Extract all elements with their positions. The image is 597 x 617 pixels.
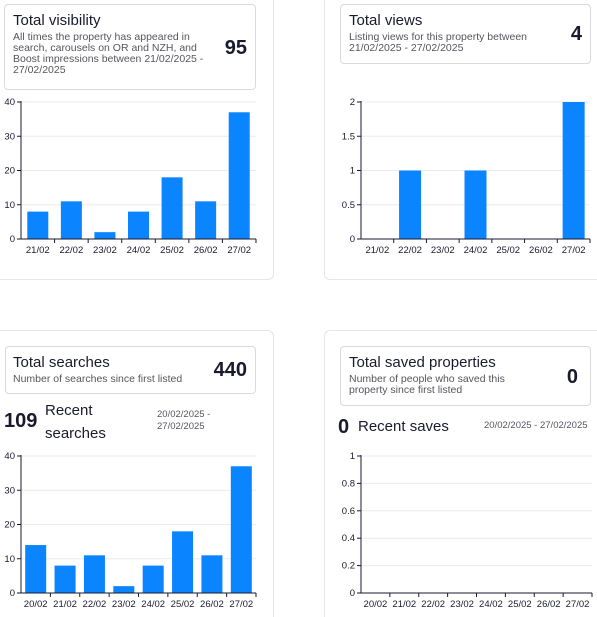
- saved-value: 0: [566, 366, 578, 388]
- bar: [464, 170, 487, 239]
- bar: [27, 211, 49, 239]
- recent-searches-count: 109: [4, 410, 38, 432]
- bar: [94, 232, 116, 239]
- x-tick-label: 21/02: [392, 599, 416, 610]
- y-tick-label: 0: [10, 234, 15, 245]
- bar: [25, 545, 47, 593]
- saved-description: Number of people who saved this property…: [349, 373, 505, 396]
- y-tick-label: 0.8: [342, 478, 355, 489]
- x-tick-label: 23/02: [450, 599, 474, 610]
- x-tick-label: 21/02: [365, 245, 389, 256]
- y-tick-label: 0.4: [342, 533, 355, 544]
- y-tick-label: 30: [4, 485, 15, 496]
- y-tick-label: 20: [4, 166, 15, 177]
- bar: [195, 201, 217, 239]
- bar: [172, 531, 194, 593]
- x-tick-label: 27/02: [229, 599, 253, 610]
- visibility-value: 95: [224, 37, 247, 59]
- x-tick-label: 23/02: [112, 599, 136, 610]
- x-tick-label: 23/02: [93, 245, 117, 256]
- y-tick-label: 0.2: [342, 561, 355, 572]
- views-value: 4: [570, 23, 582, 45]
- y-tick-label: 0.5: [342, 200, 355, 211]
- bar: [161, 177, 183, 239]
- x-tick-label: 24/02: [479, 599, 503, 610]
- visibility-title: Total visibility: [13, 12, 101, 29]
- x-tick-label: 24/02: [464, 245, 488, 256]
- views-title: Total views: [349, 12, 423, 29]
- x-tick-label: 27/02: [566, 599, 590, 610]
- bar: [54, 565, 76, 593]
- x-tick-label: 26/02: [529, 245, 553, 256]
- bar: [562, 102, 585, 239]
- x-tick-label: 27/02: [562, 245, 586, 256]
- bar: [60, 201, 82, 239]
- bar: [142, 565, 164, 593]
- x-tick-label: 22/02: [83, 599, 107, 610]
- y-tick-label: 0.6: [342, 506, 355, 517]
- searches-description: Number of searches since first listed: [13, 373, 183, 385]
- x-tick-label: 26/02: [537, 599, 561, 610]
- y-tick-label: 30: [4, 131, 15, 142]
- bar: [201, 555, 223, 593]
- y-tick-label: 10: [4, 200, 15, 211]
- x-tick-label: 27/02: [227, 245, 251, 256]
- recent-saves-label: Recent saves: [358, 418, 449, 435]
- x-tick-label: 22/02: [398, 245, 422, 256]
- x-tick-label: 21/02: [53, 599, 77, 610]
- y-tick-label: 0: [350, 588, 355, 599]
- searches-summary-card: Total searches Number of searches since …: [5, 346, 256, 394]
- x-tick-label: 25/02: [496, 245, 520, 256]
- y-tick-label: 40: [4, 97, 15, 108]
- x-tick-label: 24/02: [127, 245, 151, 256]
- x-tick-label: 23/02: [431, 245, 455, 256]
- x-tick-label: 26/02: [200, 599, 224, 610]
- y-tick-label: 1: [350, 166, 355, 177]
- y-tick-label: 0: [10, 588, 15, 599]
- y-tick-label: 1.5: [342, 131, 355, 142]
- y-tick-label: 1: [350, 451, 355, 462]
- x-tick-label: 25/02: [508, 599, 532, 610]
- y-tick-label: 20: [4, 520, 15, 531]
- x-tick-label: 25/02: [171, 599, 195, 610]
- searches-value: 440: [213, 359, 247, 381]
- visibility-summary-card: Total visibility All times the property …: [4, 4, 256, 90]
- recent-searches-label: Recent searches: [45, 402, 106, 442]
- recent-searches-date-range: 20/02/2025 - 27/02/2025: [157, 409, 211, 432]
- x-tick-label: 26/02: [194, 245, 218, 256]
- bar: [228, 112, 250, 239]
- x-tick-label: 21/02: [26, 245, 50, 256]
- recent-saves-count: 0: [338, 416, 350, 438]
- bar: [113, 586, 135, 593]
- views-summary-card: Total views Listing views for this prope…: [340, 4, 591, 64]
- x-tick-label: 20/02: [24, 599, 48, 610]
- visibility-description: All times the property has appeared in s…: [13, 31, 204, 76]
- saved-summary-card: Total saved properties Number of people …: [340, 346, 591, 406]
- searches-title: Total searches: [13, 354, 110, 371]
- y-tick-label: 10: [4, 554, 15, 565]
- bar: [230, 466, 252, 593]
- saved-title: Total saved properties: [349, 354, 496, 371]
- x-tick-label: 22/02: [421, 599, 445, 610]
- bar: [83, 555, 105, 593]
- views-description: Listing views for this property between …: [349, 31, 528, 54]
- bar: [399, 170, 422, 239]
- x-tick-label: 20/02: [364, 599, 388, 610]
- x-tick-label: 22/02: [59, 245, 83, 256]
- y-tick-label: 40: [4, 451, 15, 462]
- y-tick-label: 0: [350, 234, 355, 245]
- recent-saves-date-range: 20/02/2025 - 27/02/2025: [484, 420, 588, 431]
- x-tick-label: 24/02: [141, 599, 165, 610]
- bar: [128, 211, 149, 239]
- y-tick-label: 2: [350, 97, 355, 108]
- x-tick-label: 25/02: [160, 245, 184, 256]
